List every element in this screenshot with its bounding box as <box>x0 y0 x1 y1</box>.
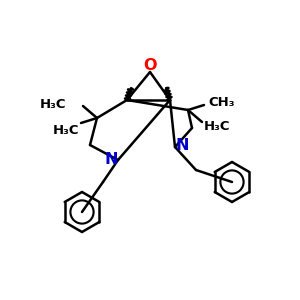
Text: CH₃: CH₃ <box>208 97 235 110</box>
Text: N: N <box>104 152 118 166</box>
Text: H₃C: H₃C <box>40 98 66 110</box>
Text: O: O <box>143 58 157 73</box>
Text: H₃C: H₃C <box>204 119 230 133</box>
Text: N: N <box>175 139 189 154</box>
Text: H₃C: H₃C <box>52 124 79 136</box>
